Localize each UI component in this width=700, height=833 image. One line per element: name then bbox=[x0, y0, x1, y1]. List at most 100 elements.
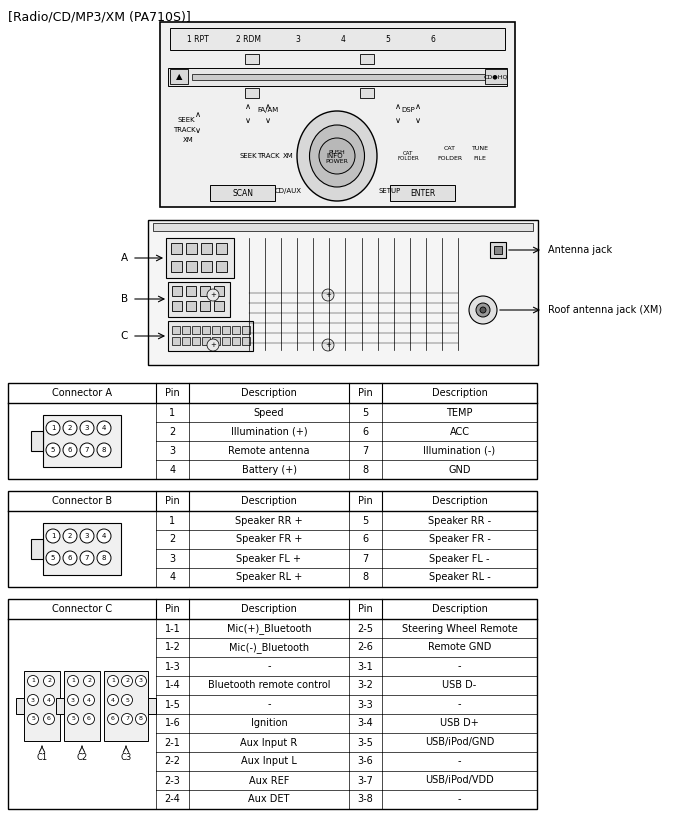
Text: Remote GND: Remote GND bbox=[428, 642, 491, 652]
Circle shape bbox=[63, 551, 77, 565]
Text: ∧: ∧ bbox=[245, 102, 251, 111]
Circle shape bbox=[97, 443, 111, 457]
Text: 2: 2 bbox=[125, 679, 129, 684]
Circle shape bbox=[108, 695, 118, 706]
Text: Bluetooth remote control: Bluetooth remote control bbox=[208, 681, 330, 691]
Circle shape bbox=[63, 421, 77, 435]
Bar bbox=[172, 326, 180, 334]
Bar bbox=[43, 523, 121, 575]
Text: XM: XM bbox=[283, 153, 293, 159]
Text: C2: C2 bbox=[76, 752, 88, 761]
Circle shape bbox=[97, 529, 111, 543]
Text: Description: Description bbox=[432, 604, 487, 614]
Text: Connector B: Connector B bbox=[52, 496, 112, 506]
Text: Aux REF: Aux REF bbox=[248, 776, 289, 786]
Text: 1-4: 1-4 bbox=[164, 681, 181, 691]
Text: SCAN: SCAN bbox=[232, 188, 253, 197]
Text: 6: 6 bbox=[68, 555, 72, 561]
Bar bbox=[232, 326, 240, 334]
Bar bbox=[200, 286, 210, 296]
Text: Pin: Pin bbox=[165, 388, 180, 398]
Bar bbox=[56, 698, 64, 714]
Circle shape bbox=[469, 296, 497, 324]
Text: C: C bbox=[120, 331, 128, 341]
Text: Speaker RL -: Speaker RL - bbox=[428, 572, 491, 582]
Text: ACC: ACC bbox=[449, 426, 470, 436]
Bar bbox=[485, 69, 507, 84]
Text: TUNE: TUNE bbox=[472, 146, 489, 151]
Bar bbox=[153, 223, 533, 231]
Text: Pin: Pin bbox=[358, 496, 373, 506]
Text: ∨: ∨ bbox=[395, 116, 401, 124]
Text: -: - bbox=[267, 700, 271, 710]
Circle shape bbox=[63, 443, 77, 457]
Bar bbox=[192, 337, 200, 345]
Bar bbox=[245, 54, 259, 64]
Text: 5: 5 bbox=[51, 555, 55, 561]
Circle shape bbox=[46, 551, 60, 565]
Text: CAT: CAT bbox=[444, 146, 456, 151]
Bar bbox=[222, 337, 230, 345]
Text: [Radio/CD/MP3/XM (PA710S)]: [Radio/CD/MP3/XM (PA710S)] bbox=[8, 10, 190, 23]
Text: FILE: FILE bbox=[474, 156, 486, 161]
Text: -: - bbox=[458, 661, 461, 671]
Text: Speaker FR -: Speaker FR - bbox=[428, 535, 491, 545]
Text: 1-6: 1-6 bbox=[164, 719, 181, 729]
Text: ∨: ∨ bbox=[265, 116, 271, 124]
Text: 8: 8 bbox=[363, 572, 369, 582]
Text: Description: Description bbox=[432, 388, 487, 398]
Circle shape bbox=[83, 676, 94, 686]
Ellipse shape bbox=[297, 111, 377, 201]
Bar bbox=[202, 337, 210, 345]
Circle shape bbox=[97, 421, 111, 435]
Text: 6: 6 bbox=[363, 426, 369, 436]
Bar bbox=[186, 286, 196, 296]
Text: PUSH: PUSH bbox=[328, 149, 345, 154]
Text: 8: 8 bbox=[102, 555, 106, 561]
Text: 4: 4 bbox=[111, 697, 115, 702]
Text: SETUP: SETUP bbox=[379, 188, 401, 194]
Bar bbox=[232, 337, 240, 345]
Text: 2-1: 2-1 bbox=[164, 737, 181, 747]
Text: 3: 3 bbox=[169, 446, 176, 456]
Text: 8: 8 bbox=[363, 465, 369, 475]
Bar bbox=[186, 301, 196, 311]
Text: 4: 4 bbox=[169, 572, 176, 582]
Text: FOLDER: FOLDER bbox=[438, 156, 463, 161]
Text: ENTER: ENTER bbox=[410, 188, 435, 197]
Text: TRACK: TRACK bbox=[173, 127, 195, 133]
Text: GND: GND bbox=[448, 465, 470, 475]
Circle shape bbox=[108, 676, 118, 686]
Bar bbox=[8, 383, 537, 479]
Bar bbox=[494, 246, 502, 254]
Text: Description: Description bbox=[432, 496, 487, 506]
Text: Battery (+): Battery (+) bbox=[241, 465, 297, 475]
Text: DSP: DSP bbox=[401, 107, 415, 113]
Text: Description: Description bbox=[241, 388, 297, 398]
Circle shape bbox=[27, 676, 38, 686]
Text: Speed: Speed bbox=[253, 407, 284, 417]
Text: 4: 4 bbox=[341, 34, 345, 43]
Text: 1 RPT: 1 RPT bbox=[187, 34, 209, 43]
Text: C1: C1 bbox=[36, 752, 48, 761]
Text: Ignition: Ignition bbox=[251, 719, 288, 729]
Text: 2: 2 bbox=[169, 426, 176, 436]
Circle shape bbox=[43, 695, 55, 706]
Text: ∧: ∧ bbox=[415, 102, 421, 111]
Text: Connector A: Connector A bbox=[52, 388, 112, 398]
Text: 3-6: 3-6 bbox=[358, 756, 373, 766]
Text: 7: 7 bbox=[85, 447, 90, 453]
Bar bbox=[210, 185, 275, 201]
Text: 3-5: 3-5 bbox=[358, 737, 373, 747]
Text: 4: 4 bbox=[47, 697, 51, 702]
Text: 1: 1 bbox=[169, 516, 176, 526]
Text: 1: 1 bbox=[111, 679, 115, 684]
Text: 1: 1 bbox=[31, 679, 35, 684]
Text: Illumination (-): Illumination (-) bbox=[424, 446, 496, 456]
Text: ∧: ∧ bbox=[395, 102, 401, 111]
Text: Description: Description bbox=[241, 604, 297, 614]
Text: ∨: ∨ bbox=[415, 116, 421, 124]
Bar bbox=[31, 431, 43, 451]
Text: 2-5: 2-5 bbox=[358, 623, 374, 634]
Text: 3-3: 3-3 bbox=[358, 700, 373, 710]
